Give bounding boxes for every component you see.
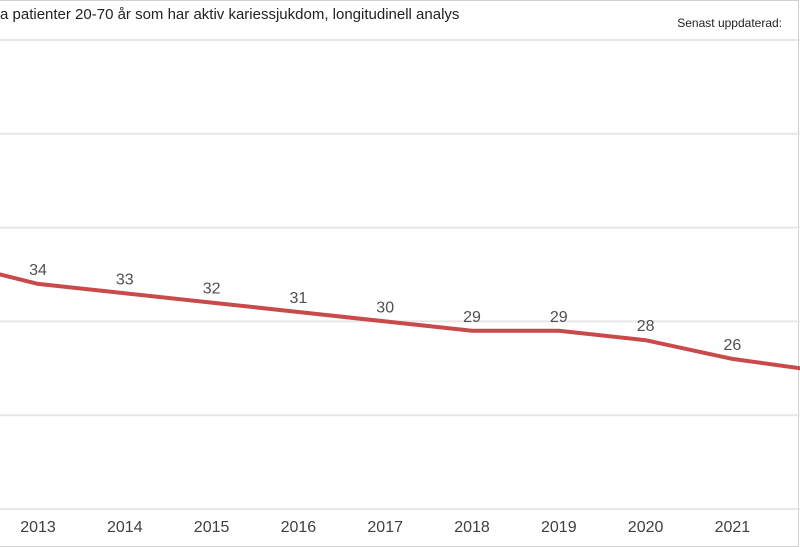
data-label: 32: [203, 281, 221, 298]
x-tick-label: 2019: [541, 519, 577, 536]
last-updated-label: Senast uppdaterad:: [677, 16, 782, 30]
chart-title: a patienter 20-70 år som har aktiv karie…: [0, 6, 460, 23]
data-label: 29: [463, 309, 481, 326]
x-tick-label: 2021: [715, 519, 751, 536]
x-tick-label: 2013: [20, 519, 56, 536]
data-label: 31: [290, 290, 308, 307]
x-tick-label: 2015: [194, 519, 230, 536]
data-labels: 34 33 32 31 30 29 29 28 26: [29, 262, 741, 354]
data-label: 33: [116, 271, 134, 288]
x-tick-label: 2017: [367, 519, 403, 536]
data-label: 26: [724, 337, 742, 354]
gridlines: [0, 39, 800, 510]
x-tick-label: 2018: [454, 519, 490, 536]
x-tick-label: 2014: [107, 519, 143, 536]
data-label: 34: [29, 262, 47, 279]
data-label: 30: [376, 299, 394, 316]
x-tick-label: 2020: [628, 519, 664, 536]
x-tick-label: 2016: [281, 519, 317, 536]
data-label: 28: [637, 318, 655, 335]
x-axis-tick-labels: 2013 2014 2015 2016 2017 2018 2019 2020 2021: [20, 519, 750, 536]
data-label: 29: [550, 309, 568, 326]
series-line: [0, 272, 800, 371]
